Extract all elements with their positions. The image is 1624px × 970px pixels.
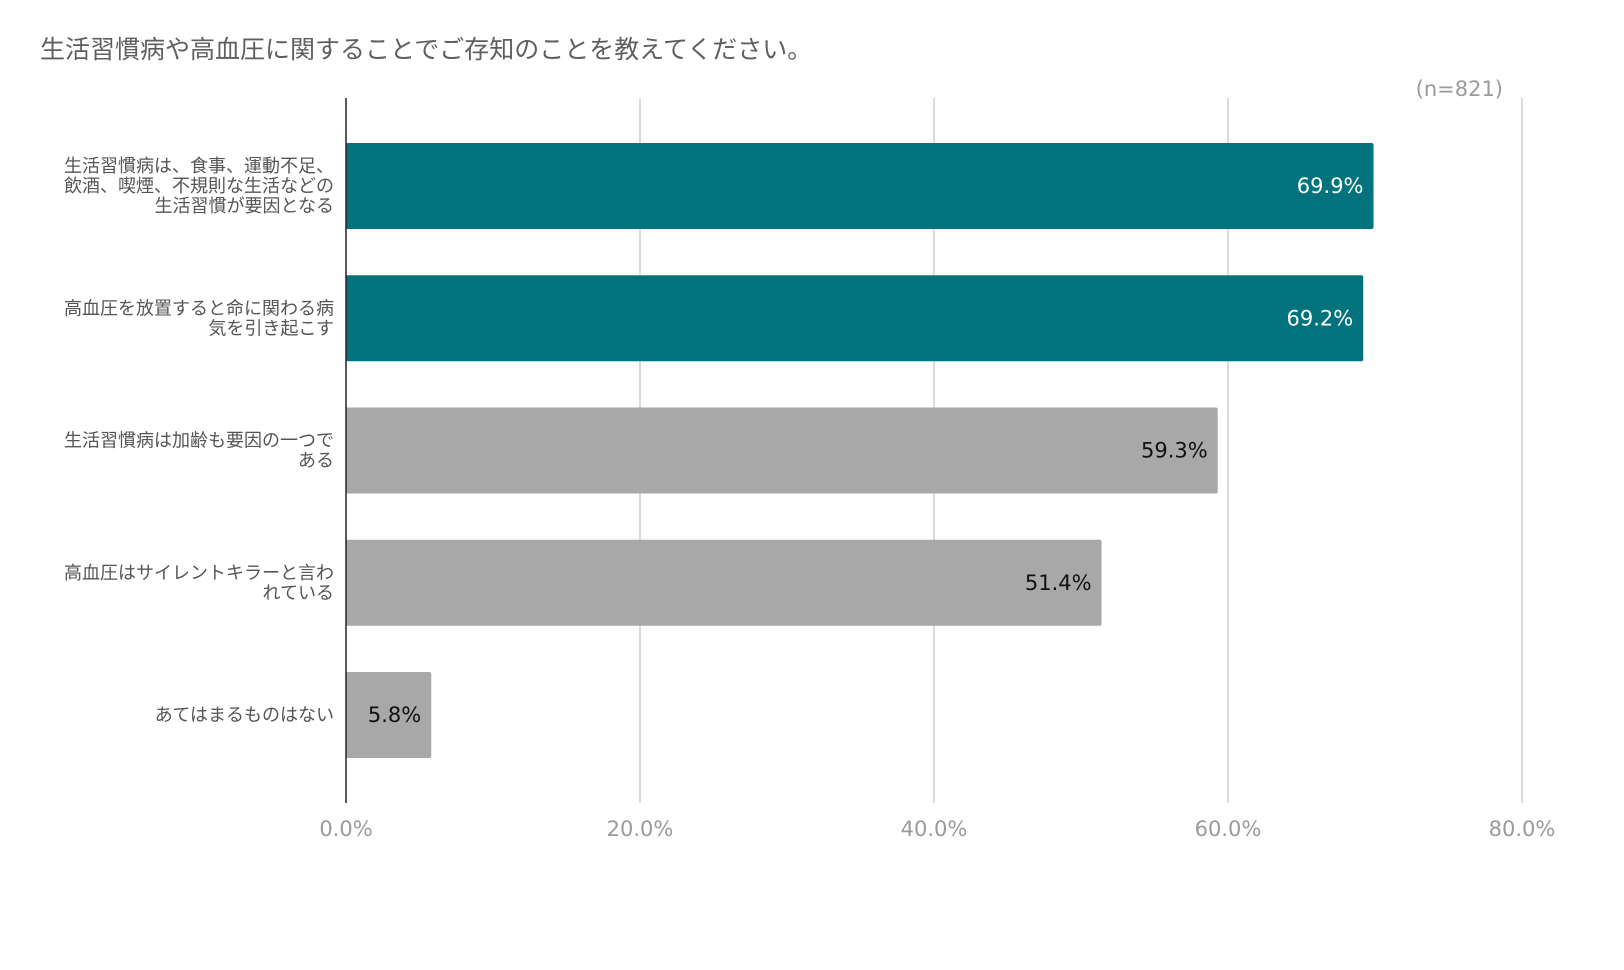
category-label: 高血圧はサイレントキラーと言われている [64, 563, 334, 604]
category-label-line: 飲酒、喫煙、不規則な生活などの [64, 176, 334, 197]
category-labels: 生活習慣病は、食事、運動不足、飲酒、喫煙、不規則な生活などの生活習慣が要因となる… [64, 156, 334, 726]
bar [346, 143, 1374, 229]
chart-title: 生活習慣病や高血圧に関することでご存知のことを教えてください。 [40, 35, 812, 64]
x-tick-label: 80.0% [1489, 817, 1556, 841]
category-label-line: 生活習慣病は、食事、運動不足、 [64, 156, 334, 177]
category-label-line: 高血圧はサイレントキラーと言わ [64, 563, 334, 584]
bar [346, 539, 1102, 626]
category-label-line: れている [263, 583, 334, 604]
bar-value-label: 69.2% [1287, 306, 1354, 330]
category-label: 高血圧を放置すると命に関わる病気を引き起こす [64, 298, 334, 339]
x-axis-ticks: 0.0% 20.0% 40.0% 60.0% 80.0% [319, 817, 1555, 841]
bar-value-label: 51.4% [1025, 571, 1092, 595]
sample-size-note: (n=821) [1416, 77, 1503, 101]
x-tick-label: 0.0% [319, 817, 372, 841]
category-label: 生活習慣病は加齢も要因の一つである [64, 431, 334, 472]
category-label-line: 高血圧を放置すると命に関わる病 [64, 298, 334, 319]
x-tick-label: 20.0% [607, 817, 674, 841]
bar [346, 275, 1364, 362]
category-label-line: 気を引き起こす [208, 318, 334, 339]
category-label-line: 生活習慣病は加齢も要因の一つで [64, 431, 334, 452]
bars: 69.9% 69.2% 59.3% 51.4% 5.8% [346, 143, 1374, 758]
category-label-line: 生活習慣が要因となる [155, 196, 334, 217]
bar [346, 672, 432, 758]
bar-value-label: 69.9% [1297, 174, 1364, 198]
category-label: あてはまるものはない [155, 705, 334, 726]
bar-value-label: 5.8% [368, 703, 421, 727]
category-label-line: ある [298, 451, 334, 472]
bar-value-label: 59.3% [1141, 439, 1208, 463]
bar [346, 407, 1218, 494]
category-label-line: あてはまるものはない [155, 705, 334, 726]
category-label: 生活習慣病は、食事、運動不足、飲酒、喫煙、不規則な生活などの生活習慣が要因となる [64, 156, 334, 217]
x-tick-label: 40.0% [901, 817, 968, 841]
x-tick-label: 60.0% [1195, 817, 1262, 841]
